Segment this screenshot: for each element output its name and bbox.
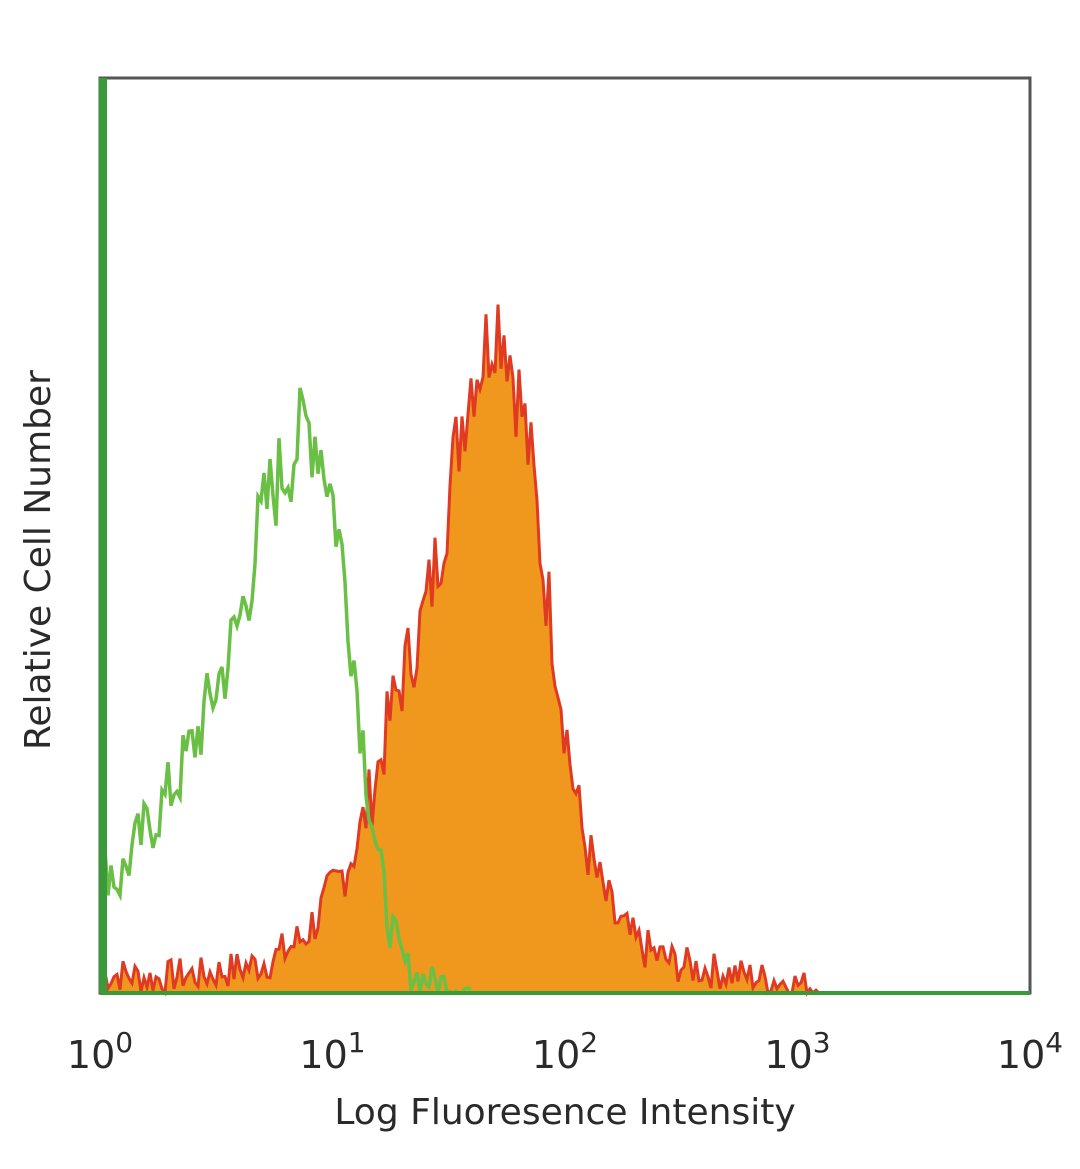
x-tick-label: 101	[299, 1026, 365, 1077]
x-tick-label: 104	[997, 1026, 1063, 1077]
x-tick-labels: 100 101 102 103 104	[67, 1026, 1063, 1077]
stained-sample-area	[102, 304, 822, 994]
plot-area	[98, 76, 1032, 997]
x-axis-label: Log Fluoresence Intensity	[334, 1092, 795, 1133]
series-layer	[100, 304, 822, 997]
isotype-control-line	[100, 387, 472, 996]
x-tick-label: 102	[532, 1026, 598, 1077]
x-tick-label: 103	[764, 1026, 830, 1077]
x-tick-label: 100	[67, 1026, 133, 1077]
y-axis-label: Relative Cell Number	[18, 370, 59, 750]
stained-sample-outline	[101, 304, 822, 997]
